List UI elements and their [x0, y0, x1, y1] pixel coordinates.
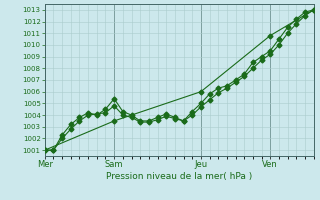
X-axis label: Pression niveau de la mer( hPa ): Pression niveau de la mer( hPa ) [106, 172, 252, 181]
